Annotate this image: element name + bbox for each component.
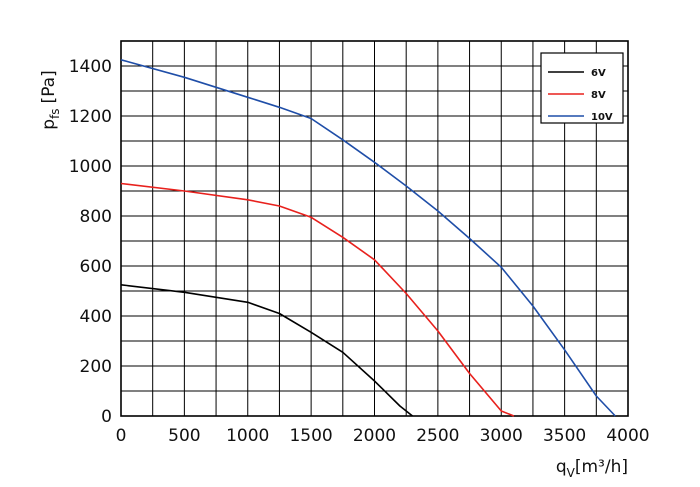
x-axis-label: qV[m³/h] bbox=[556, 457, 628, 480]
x-tick-label: 1000 bbox=[226, 426, 269, 446]
series-layer bbox=[120, 59, 616, 417]
grid bbox=[120, 40, 629, 417]
series-line-6v bbox=[120, 284, 413, 417]
y-axis-label-unit: [Pa] bbox=[39, 70, 59, 103]
y-tick-label: 600 bbox=[80, 257, 112, 277]
legend-label-8v: 8V bbox=[591, 90, 606, 101]
x-tick-label: 500 bbox=[168, 426, 200, 446]
x-tick-label: 3500 bbox=[543, 426, 586, 446]
y-tick-label: 1200 bbox=[69, 107, 112, 127]
x-axis-label-unit: [m³/h] bbox=[575, 457, 628, 477]
y-axis-label-sub: fs bbox=[48, 108, 62, 118]
legend-label-6v: 6V bbox=[591, 68, 606, 79]
y-tick-labels: 0 200 400 600 800 1000 1200 1400 bbox=[69, 57, 112, 427]
x-tick-label: 2500 bbox=[416, 426, 459, 446]
y-tick-label: 0 bbox=[101, 407, 112, 427]
legend: 6V 8V 10V bbox=[540, 52, 624, 124]
y-axis-label-main: p bbox=[39, 119, 59, 130]
plot-frame bbox=[120, 40, 629, 417]
y-tick-label: 1400 bbox=[69, 57, 112, 77]
x-axis-label-sub: V bbox=[567, 466, 576, 480]
y-tick-label: 200 bbox=[80, 357, 112, 377]
legend-box bbox=[540, 52, 624, 124]
y-axis-label: pfs [Pa] bbox=[39, 70, 62, 129]
x-tick-label: 1500 bbox=[289, 426, 332, 446]
legend-label-10v: 10V bbox=[591, 112, 613, 123]
x-axis-label-main: q bbox=[556, 457, 567, 477]
x-tick-labels: 0 500 1000 1500 2000 2500 3000 3500 4000 bbox=[116, 426, 650, 446]
x-tick-label: 2000 bbox=[353, 426, 396, 446]
series-line-10v bbox=[120, 59, 616, 417]
x-tick-label: 3000 bbox=[480, 426, 523, 446]
y-tick-label: 400 bbox=[80, 307, 112, 327]
x-tick-label: 0 bbox=[116, 426, 127, 446]
y-tick-label: 800 bbox=[80, 207, 112, 227]
series-line-8v bbox=[120, 182, 515, 417]
x-tick-label: 4000 bbox=[606, 426, 649, 446]
y-tick-label: 1000 bbox=[69, 157, 112, 177]
